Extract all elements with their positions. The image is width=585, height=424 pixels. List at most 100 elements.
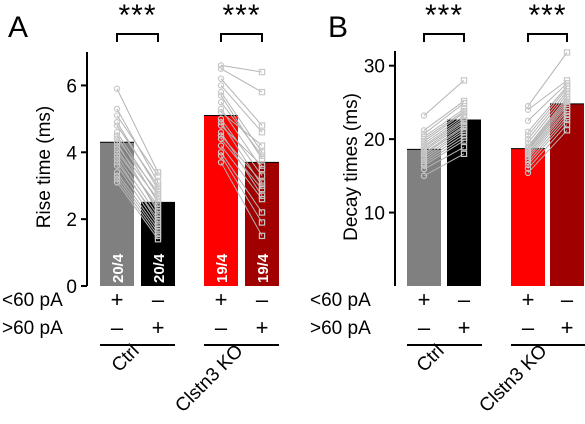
data-point-square bbox=[258, 142, 266, 149]
data-point-circle bbox=[524, 132, 532, 139]
y-tick-label: 30 bbox=[364, 57, 385, 78]
data-point-circle bbox=[524, 161, 532, 169]
group-label: Clstn3 KO bbox=[171, 341, 247, 417]
data-point-square bbox=[258, 179, 266, 186]
significance-stars: *** bbox=[528, 0, 566, 32]
pair-line bbox=[220, 162, 263, 237]
y-axis-title: Decay times (ms) bbox=[341, 93, 362, 241]
data-point-circle bbox=[524, 165, 532, 172]
pair-line bbox=[220, 118, 263, 176]
data-point-square bbox=[154, 172, 162, 179]
pair-line bbox=[423, 121, 465, 150]
data-point-circle bbox=[217, 159, 225, 166]
data-point-circle bbox=[113, 149, 121, 156]
pair-line bbox=[423, 134, 465, 162]
pair-line bbox=[220, 64, 263, 73]
data-point-circle bbox=[524, 155, 532, 163]
pair-line bbox=[527, 94, 568, 144]
data-point-square bbox=[154, 189, 162, 196]
condition-sign: + bbox=[561, 315, 574, 340]
data-point-square bbox=[154, 219, 162, 226]
data-point-square bbox=[154, 185, 162, 193]
data-point-circle bbox=[113, 142, 121, 149]
pair-line bbox=[423, 102, 465, 135]
pair-line bbox=[220, 91, 263, 153]
data-point-square bbox=[258, 149, 266, 156]
data-point-square bbox=[460, 99, 468, 107]
data-point-square bbox=[258, 219, 266, 226]
data-point-square bbox=[154, 169, 162, 176]
data-point-circle bbox=[217, 65, 225, 72]
significance-stars: *** bbox=[118, 0, 156, 32]
pair-line bbox=[527, 99, 568, 149]
data-point-square bbox=[154, 192, 162, 199]
data-point-circle bbox=[113, 129, 121, 136]
pair-line bbox=[220, 68, 263, 93]
significance-bracket bbox=[220, 33, 263, 42]
pair-line bbox=[527, 105, 568, 154]
data-point-circle bbox=[113, 112, 121, 119]
data-point-circle bbox=[113, 169, 121, 176]
bar bbox=[204, 115, 238, 286]
bar-n-label: 20/4 bbox=[110, 253, 127, 283]
data-point-circle bbox=[420, 127, 428, 134]
pair-line bbox=[220, 145, 263, 200]
data-point-circle bbox=[217, 132, 225, 139]
y-axis-title: Rise time (ms) bbox=[34, 106, 55, 228]
pair-line bbox=[423, 146, 465, 170]
pair-line bbox=[116, 182, 159, 240]
data-point-square bbox=[258, 88, 266, 96]
row-label-lt60: <60 pA bbox=[310, 290, 371, 311]
data-point-circle bbox=[420, 155, 428, 163]
pair-line bbox=[423, 153, 465, 177]
condition-sign: – bbox=[522, 315, 535, 340]
data-point-circle bbox=[217, 62, 225, 69]
data-point-circle bbox=[420, 157, 428, 165]
data-point-circle bbox=[217, 88, 225, 96]
pair-line bbox=[527, 85, 568, 133]
bar bbox=[511, 148, 545, 286]
condition-sign: + bbox=[215, 287, 228, 312]
data-point-circle bbox=[217, 122, 225, 129]
condition-sign: + bbox=[152, 315, 165, 340]
condition-sign: – bbox=[418, 315, 431, 340]
pair-line bbox=[116, 138, 159, 193]
pair-line bbox=[527, 79, 568, 111]
pair-line bbox=[423, 79, 465, 117]
data-point-square bbox=[154, 229, 162, 236]
y-tick-label: 4 bbox=[66, 143, 77, 164]
data-point-circle bbox=[113, 122, 121, 129]
data-point-circle bbox=[420, 160, 428, 167]
bar-n-label: 20/4 bbox=[151, 253, 168, 283]
pair-line bbox=[423, 110, 465, 140]
pair-line bbox=[527, 129, 568, 174]
pair-line bbox=[116, 131, 159, 197]
data-point-circle bbox=[420, 151, 428, 158]
data-point-square bbox=[154, 202, 162, 209]
data-point-circle bbox=[113, 145, 121, 153]
pair-line bbox=[116, 151, 159, 207]
pair-line bbox=[116, 175, 159, 233]
pair-line bbox=[220, 111, 263, 146]
pair-line bbox=[423, 119, 465, 148]
data-point-square bbox=[154, 195, 162, 203]
data-point-circle bbox=[113, 85, 121, 92]
pair-line bbox=[527, 124, 568, 169]
data-point-circle bbox=[217, 75, 225, 82]
data-point-square bbox=[258, 182, 266, 189]
data-point-square bbox=[258, 162, 266, 169]
significance-stars: *** bbox=[425, 0, 463, 32]
data-point-circle bbox=[524, 147, 532, 155]
data-point-circle bbox=[217, 149, 225, 156]
data-point-square bbox=[154, 222, 162, 230]
data-point-circle bbox=[420, 172, 428, 180]
data-point-circle bbox=[524, 128, 532, 135]
data-point-circle bbox=[420, 112, 428, 119]
pair-line bbox=[527, 88, 568, 136]
pair-line bbox=[220, 152, 263, 213]
pair-line bbox=[220, 155, 263, 223]
data-point-circle bbox=[420, 166, 428, 173]
data-point-circle bbox=[217, 135, 225, 143]
data-point-circle bbox=[524, 102, 532, 110]
pair-line bbox=[423, 108, 465, 138]
